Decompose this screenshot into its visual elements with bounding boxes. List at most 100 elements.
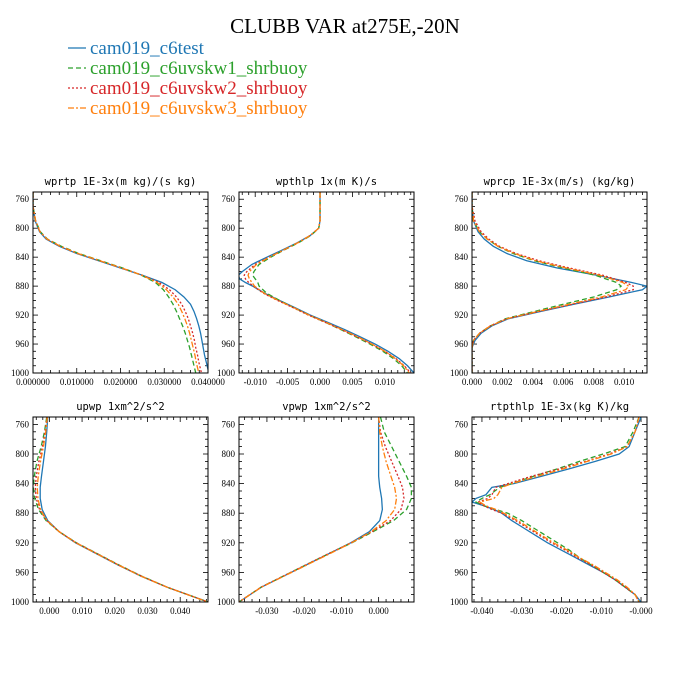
plot-frame	[32, 191, 209, 374]
series-line-cam019_c6test	[39, 417, 208, 602]
y-tick-label: 960	[455, 339, 469, 349]
y-tick-label: 880	[222, 281, 236, 291]
series-group	[33, 192, 208, 373]
plot-frame	[471, 191, 648, 374]
series-line-cam019_c6uvskw1_shrbuoy	[472, 192, 623, 373]
y-tick-label: 800	[16, 223, 30, 233]
legend-label: cam019_c6uvskw1_shrbuoy	[90, 58, 308, 79]
panel-title: wprtp 1E-3x(m kg)/(s kg)	[45, 176, 197, 188]
x-tick-label: 0.010000	[60, 377, 94, 387]
series-line-cam019_c6uvskw2_shrbuoy	[243, 192, 412, 373]
y-tick-label: 920	[16, 310, 30, 320]
x-tick-label: -0.000	[629, 606, 653, 616]
plot-frame	[32, 416, 209, 603]
x-tick-label: 0.004	[523, 377, 544, 387]
series-line-cam019_c6uvskw3_shrbuoy	[239, 417, 398, 602]
series-line-cam019_c6uvskw3_shrbuoy	[478, 417, 640, 602]
series-group	[472, 417, 642, 602]
x-tick-label: 0.000000	[16, 377, 50, 387]
series-line-cam019_c6uvskw1_shrbuoy	[474, 417, 640, 602]
y-tick-label: 840	[455, 479, 469, 489]
y-tick-label: 920	[16, 538, 30, 548]
x-tick-label: 0.010	[72, 606, 93, 616]
x-tick-label: 0.040000	[191, 377, 225, 387]
x-tick-label: -0.020	[550, 606, 574, 616]
figure-title: CLUBB VAR at275E,-20N	[230, 14, 460, 38]
y-tick-label: 840	[222, 252, 236, 262]
y-tick-label: 760	[16, 194, 30, 204]
x-tick-label: 0.010	[614, 377, 635, 387]
y-tick-label: 880	[455, 281, 469, 291]
x-tick-label: -0.010	[590, 606, 614, 616]
series-line-cam019_c6test	[472, 417, 642, 602]
y-tick-label: 840	[222, 479, 236, 489]
x-tick-label: -0.040	[470, 606, 494, 616]
y-tick-label: 1000	[217, 368, 236, 378]
y-tick-label: 1000	[11, 597, 30, 607]
series-line-cam019_c6uvskw1_shrbuoy	[251, 192, 409, 373]
panel-title: wpthlp 1x(m K)/s	[276, 176, 377, 188]
y-tick-label: 760	[222, 419, 236, 429]
y-tick-label: 760	[455, 194, 469, 204]
y-tick-label: 840	[455, 252, 469, 262]
y-tick-label: 760	[222, 194, 236, 204]
panel-title: upwp 1xm^2/s^2	[76, 401, 165, 413]
y-tick-label: 960	[16, 567, 30, 577]
y-tick-label: 880	[16, 281, 30, 291]
x-tick-label: -0.030	[510, 606, 534, 616]
x-tick-label: -0.005	[276, 377, 300, 387]
series-line-cam019_c6uvskw3_shrbuoy	[36, 417, 208, 602]
x-tick-label: -0.020	[293, 606, 317, 616]
x-tick-label: 0.030000	[147, 377, 181, 387]
series-line-cam019_c6test	[472, 192, 647, 373]
x-tick-label: 0.000	[462, 377, 483, 387]
y-tick-label: 760	[455, 419, 469, 429]
y-tick-label: 800	[222, 449, 236, 459]
x-tick-label: -0.010	[244, 377, 268, 387]
x-tick-label: 0.020000	[104, 377, 138, 387]
series-group	[239, 192, 414, 373]
x-tick-label: -0.010	[330, 606, 354, 616]
y-tick-label: 920	[455, 538, 469, 548]
panel-title: wprcp 1E-3x(m/s) (kg/kg)	[484, 176, 636, 188]
series-line-cam019_c6uvskw1_shrbuoy	[33, 192, 197, 373]
y-tick-label: 960	[16, 339, 30, 349]
x-tick-label: 0.020	[105, 606, 126, 616]
y-tick-label: 1000	[450, 368, 469, 378]
series-line-cam019_c6uvskw3_shrbuoy	[472, 192, 630, 373]
panel-title: rtpthlp 1E-3x(kg K)/kg	[490, 401, 629, 413]
plot-frame	[238, 191, 415, 374]
x-tick-label: 0.005	[342, 377, 363, 387]
y-tick-label: 1000	[450, 597, 469, 607]
x-tick-label: 0.006	[553, 377, 574, 387]
series-group	[33, 417, 208, 602]
legend-label: cam019_c6uvskw2_shrbuoy	[90, 78, 308, 99]
y-tick-label: 840	[16, 479, 30, 489]
y-tick-label: 1000	[11, 368, 30, 378]
x-tick-label: 0.000	[310, 377, 331, 387]
y-tick-label: 800	[455, 223, 469, 233]
y-tick-label: 920	[455, 310, 469, 320]
y-tick-label: 920	[222, 538, 236, 548]
plot-frame	[471, 416, 648, 603]
y-tick-label: 920	[222, 310, 236, 320]
series-line-cam019_c6uvskw3_shrbuoy	[247, 192, 410, 373]
series-line-cam019_c6test	[239, 417, 384, 602]
series-line-cam019_c6uvskw1_shrbuoy	[33, 417, 208, 602]
y-tick-label: 880	[16, 508, 30, 518]
x-tick-label: 0.010	[375, 377, 396, 387]
x-tick-label: 0.030	[137, 606, 158, 616]
y-tick-label: 1000	[217, 597, 236, 607]
x-tick-label: 0.008	[584, 377, 605, 387]
panel-5: rtpthlp 1E-3x(kg K)/kg 760 800 840 880 920 960…	[450, 401, 653, 616]
y-tick-label: 760	[16, 419, 30, 429]
legend: cam019_c6testcam019_c6uvskw1_shrbuoycam0…	[68, 38, 308, 119]
series-line-cam019_c6uvskw1_shrbuoy	[239, 417, 413, 602]
series-line-cam019_c6test	[239, 192, 414, 373]
x-tick-label: 0.040	[170, 606, 191, 616]
panel-3: upwp 1xm^2/s^2 760 800 840 880 920 960 1000 0.00…	[11, 401, 209, 616]
series-line-cam019_c6uvskw2_shrbuoy	[476, 417, 640, 602]
y-tick-label: 800	[16, 449, 30, 459]
x-tick-label: -0.030	[255, 606, 279, 616]
y-tick-label: 960	[222, 339, 236, 349]
